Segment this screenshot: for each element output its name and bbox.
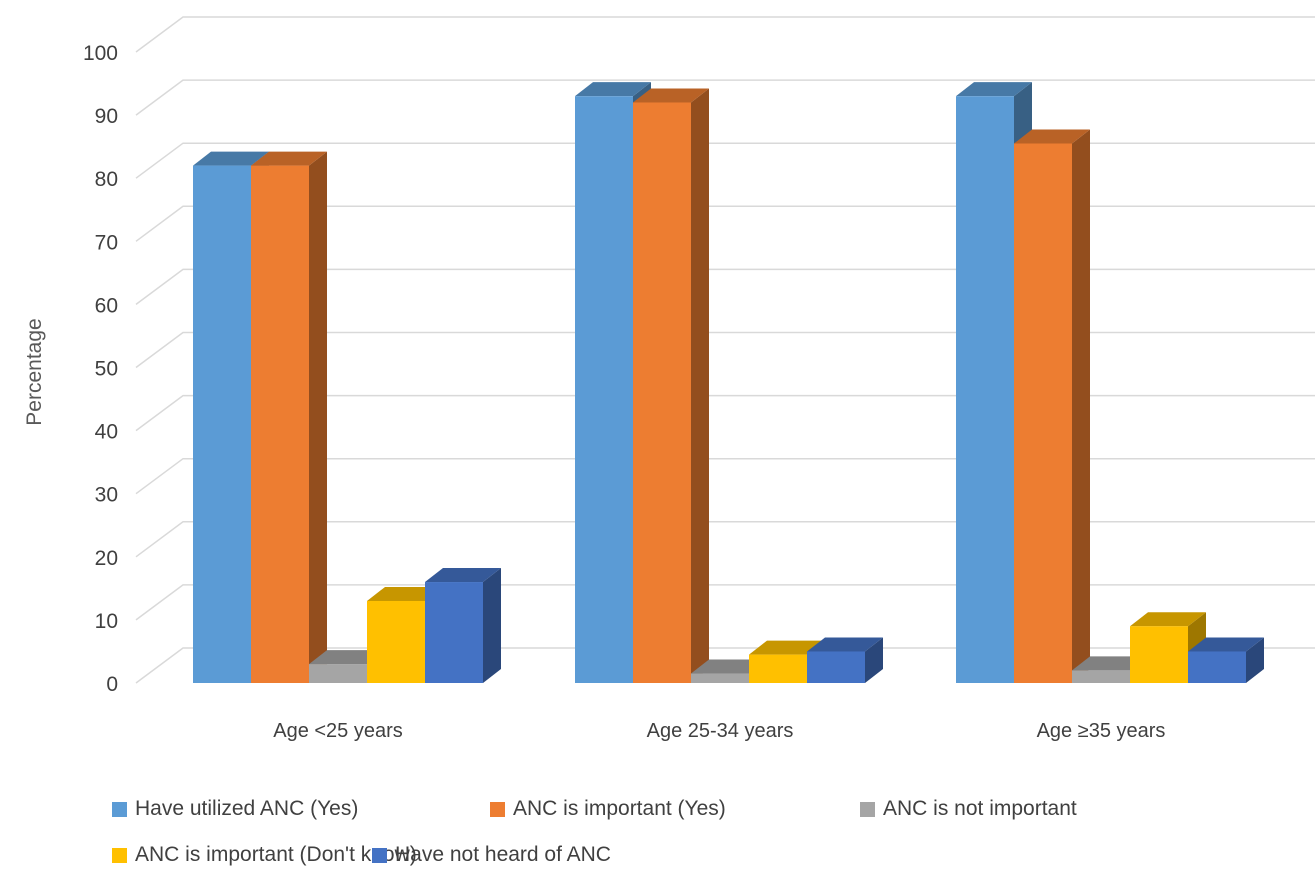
gridline	[135, 647, 1315, 684]
bar-side	[1246, 637, 1264, 683]
bar-front	[425, 582, 483, 683]
bar	[1014, 129, 1090, 683]
bar	[1188, 637, 1264, 683]
y-tick-label: 40	[95, 421, 118, 444]
bar-front	[575, 96, 633, 684]
bar-front	[807, 651, 865, 683]
bar-front	[749, 654, 807, 683]
bar-top	[575, 82, 651, 97]
bar-top	[1072, 656, 1148, 671]
gridline	[135, 142, 1315, 179]
bar-top	[1188, 637, 1264, 652]
y-tick-label: 0	[106, 673, 118, 696]
y-tick-label: 70	[95, 231, 118, 254]
y-tick-label: 10	[95, 610, 118, 633]
gridline	[135, 394, 1315, 432]
x-axis-categories: Age <25 years Age 25-34 years Age ≥35 year…	[273, 720, 1165, 742]
legend-label: Have utilized ANC (Yes)	[135, 797, 359, 820]
y-tick-label: 30	[95, 484, 118, 507]
legend-swatch	[112, 847, 127, 863]
bar-front	[309, 664, 367, 683]
gridline	[135, 584, 1315, 621]
bar-side	[483, 568, 501, 683]
x-category-label: Age <25 years	[273, 720, 403, 742]
gridline	[135, 16, 1315, 53]
bar	[425, 568, 501, 683]
bar-top	[1014, 129, 1090, 144]
legend-swatch	[112, 801, 127, 817]
y-tick-label: 90	[95, 105, 118, 128]
gridline	[135, 205, 1315, 242]
y-tick-label: 60	[95, 294, 118, 317]
y-tick-label: 50	[95, 358, 118, 381]
gridline	[135, 457, 1315, 495]
gridline	[135, 268, 1315, 306]
bar-top	[749, 640, 825, 655]
bar-side	[1072, 129, 1090, 683]
legend-swatch	[860, 801, 875, 817]
bar	[251, 151, 327, 683]
gridline	[135, 521, 1315, 558]
bar-top	[956, 82, 1032, 97]
bar	[633, 88, 709, 684]
bar-top	[633, 88, 709, 103]
bar-front	[956, 96, 1014, 684]
legend-label: ANC is important (Don't know)	[135, 843, 417, 866]
bar-top	[807, 637, 883, 652]
gridline	[135, 331, 1315, 369]
bar-top	[691, 659, 767, 674]
legend-swatch	[372, 847, 387, 863]
gridlines	[135, 16, 1315, 684]
legend-label: ANC is not important	[883, 797, 1077, 820]
y-axis-ticks: 0 10 20 30 40 50 60 70 80 90 100	[83, 42, 118, 696]
legend-item: Have utilized ANC (Yes)	[112, 797, 358, 821]
bar-side	[865, 637, 883, 683]
bar-front	[691, 673, 749, 683]
bar-top	[309, 650, 385, 665]
bar-side	[691, 88, 709, 684]
bar-front	[633, 102, 691, 684]
bars	[193, 82, 1264, 684]
y-tick-label: 20	[95, 547, 118, 570]
bar-top	[193, 151, 269, 166]
legend-swatch	[490, 801, 505, 817]
bar-top	[425, 568, 501, 583]
bar	[749, 640, 825, 683]
legend-item: ANC is important (Don't know)	[112, 843, 417, 867]
legend-label: Have not heard of ANC	[395, 843, 611, 866]
x-category-label: Age ≥35 years	[1037, 720, 1166, 742]
x-category-label: Age 25-34 years	[647, 720, 794, 742]
bar-side	[309, 151, 327, 683]
bar-top	[251, 151, 327, 166]
legend-item: ANC is not important	[860, 797, 1077, 821]
y-axis-label: Percentage	[23, 318, 46, 425]
legend-item: Have not heard of ANC	[372, 843, 611, 867]
bar-front	[1188, 651, 1246, 683]
bar-front	[1014, 143, 1072, 683]
bar-front	[367, 600, 425, 683]
legend-item: ANC is important (Yes)	[490, 797, 726, 821]
bar-front	[1130, 626, 1188, 683]
y-tick-label: 100	[83, 42, 118, 65]
legend-label: ANC is important (Yes)	[513, 797, 726, 820]
bar-top	[1130, 612, 1206, 627]
bar-front	[251, 165, 309, 683]
bar-front	[1072, 670, 1130, 683]
gridline	[135, 79, 1315, 116]
bar-top	[367, 586, 443, 601]
bar	[807, 637, 883, 683]
bar-front	[193, 165, 251, 683]
y-tick-label: 80	[95, 168, 118, 191]
